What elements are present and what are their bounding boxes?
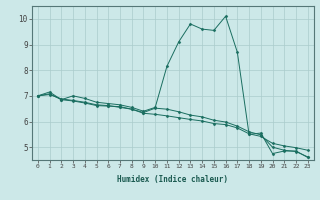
X-axis label: Humidex (Indice chaleur): Humidex (Indice chaleur) (117, 175, 228, 184)
